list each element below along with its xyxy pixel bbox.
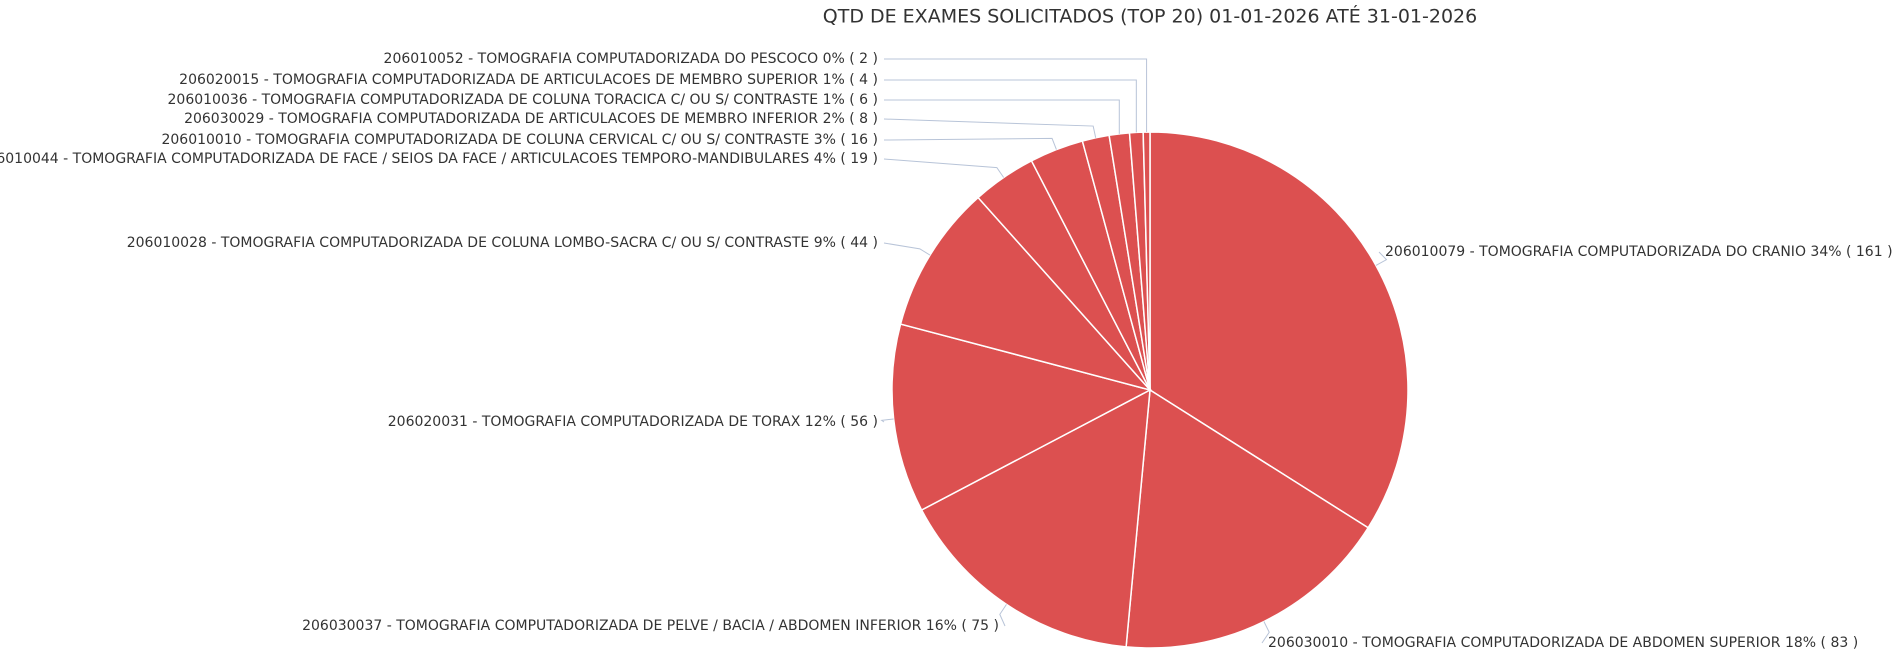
slice-label: 206030037 - TOMOGRAFIA COMPUTADORIZADA D… (302, 618, 999, 634)
slice-value-label: 9% ( 44 ) (814, 235, 878, 251)
slice-category: 206010079 - TOMOGRAFIA COMPUTADORIZADA D… (1385, 244, 1806, 260)
slice-label: 206010079 - TOMOGRAFIA COMPUTADORIZADA D… (1385, 244, 1892, 260)
slice-label: 206020015 - TOMOGRAFIA COMPUTADORIZADA D… (179, 72, 878, 88)
slice-category: 206010044 - TOMOGRAFIA COMPUTADORIZADA D… (0, 151, 809, 167)
pie-slice (920, 388, 1151, 648)
slice-value-label: 4% ( 19 ) (814, 151, 878, 167)
slice-value-label: 1% ( 4 ) (823, 72, 878, 88)
leader-line (883, 158, 1005, 178)
leader-line (884, 58, 1148, 133)
slice-category: 206030010 - TOMOGRAFIA COMPUTADORIZADA D… (1268, 635, 1781, 651)
slice-value-label: 2% ( 8 ) (823, 111, 878, 127)
slice-value-label: 0% ( 2 ) (823, 51, 878, 67)
leader-line (999, 604, 1007, 627)
leader-line (884, 99, 1120, 134)
slice-label: 206010044 - TOMOGRAFIA COMPUTADORIZADA D… (0, 151, 878, 167)
leader-line (883, 137, 1057, 150)
slice-label: 206030029 - TOMOGRAFIA COMPUTADORIZADA D… (184, 111, 878, 127)
slice-category: 206010052 - TOMOGRAFIA COMPUTADORIZADA D… (384, 51, 819, 67)
slice-category: 206010036 - TOMOGRAFIA COMPUTADORIZADA D… (168, 92, 819, 108)
slice-value-label: 12% ( 56 ) (805, 414, 878, 430)
pie-slice (1142, 131, 1151, 391)
leader-line (1375, 251, 1388, 266)
pie-slice (891, 323, 1153, 512)
slice-category: 206020031 - TOMOGRAFIA COMPUTADORIZADA D… (388, 414, 801, 430)
leader-line (880, 418, 894, 423)
slice-value-label: 34% ( 161 ) (1810, 244, 1892, 260)
leader-line (883, 242, 931, 256)
slice-label: 206020031 - TOMOGRAFIA COMPUTADORIZADA D… (388, 414, 878, 430)
slice-label: 206030010 - TOMOGRAFIA COMPUTADORIZADA D… (1268, 635, 1858, 651)
slice-label: 206010052 - TOMOGRAFIA COMPUTADORIZADA D… (384, 51, 878, 67)
leader-line (1261, 621, 1270, 644)
slice-label: 206010036 - TOMOGRAFIA COMPUTADORIZADA D… (168, 92, 878, 108)
slice-category: 206030037 - TOMOGRAFIA COMPUTADORIZADA D… (302, 618, 921, 634)
slice-category: 206020015 - TOMOGRAFIA COMPUTADORIZADA D… (179, 72, 818, 88)
slice-category: 206030029 - TOMOGRAFIA COMPUTADORIZADA D… (184, 111, 818, 127)
slice-label: 206010028 - TOMOGRAFIA COMPUTADORIZADA D… (127, 235, 878, 251)
slice-category: 206010010 - TOMOGRAFIA COMPUTADORIZADA D… (161, 132, 809, 148)
leader-line (884, 79, 1137, 133)
slice-value-label: 18% ( 83 ) (1785, 635, 1858, 651)
leader-line (883, 118, 1097, 138)
slice-value-label: 16% ( 75 ) (926, 618, 999, 634)
slice-value-label: 1% ( 6 ) (823, 92, 878, 108)
chart-title: QTD DE EXAMES SOLICITADOS (TOP 20) 01-01… (823, 5, 1477, 28)
slice-label: 206010010 - TOMOGRAFIA COMPUTADORIZADA D… (161, 132, 878, 148)
slice-value-label: 3% ( 16 ) (814, 132, 878, 148)
slice-category: 206010028 - TOMOGRAFIA COMPUTADORIZADA D… (127, 235, 810, 251)
